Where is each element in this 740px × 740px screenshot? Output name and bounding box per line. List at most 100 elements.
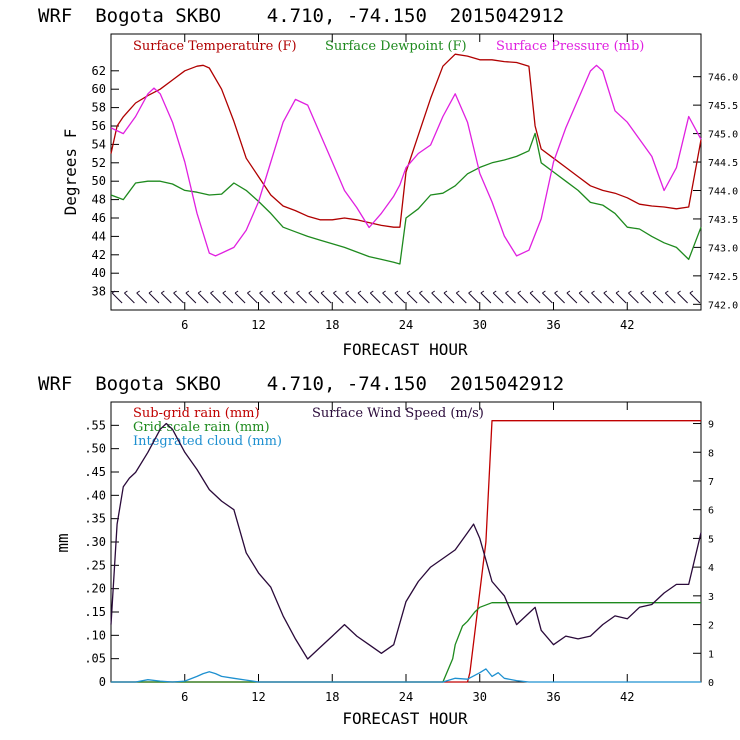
wind-barb	[173, 290, 184, 304]
wind-barb	[468, 290, 479, 304]
wind-barb	[652, 290, 664, 304]
legend-surface-dewpoint: Surface Dewpoint (F)	[325, 39, 467, 54]
precipitation-chart-title: WRF Bogota SKBO 4.710, -74.150 201504291…	[38, 373, 564, 395]
y-tick-label: .20	[84, 582, 106, 596]
y-tick-label: 46	[92, 211, 106, 225]
y-tick-label: 48	[92, 193, 106, 207]
precipitation-x-axis-label: FORECAST HOUR	[342, 709, 468, 728]
y2-tick-label: 742.0	[708, 300, 738, 311]
wind-barb	[296, 290, 307, 304]
legend-surface-temperature: Surface Temperature (F)	[133, 39, 297, 54]
grid-scale-rain-mm-line	[111, 602, 701, 683]
wind-barb	[431, 290, 443, 304]
y-tick-label: 54	[92, 137, 106, 151]
y-tick-label: .55	[84, 418, 106, 432]
wind-barb	[615, 290, 627, 304]
wind-barb	[320, 290, 332, 304]
x-tick-label: 24	[399, 318, 413, 332]
wind-barb	[406, 290, 418, 304]
legend-surface-pressure: Surface Pressure (mb)	[496, 39, 644, 54]
wind-barbs-row	[111, 290, 701, 304]
y-tick-label: 58	[92, 101, 106, 115]
y-tick-label: .05	[84, 652, 106, 666]
y-tick-label: .35	[84, 512, 106, 526]
wind-barb	[333, 290, 344, 304]
y-tick-label: 50	[92, 174, 106, 188]
wind-barb	[689, 290, 701, 304]
y2-tick-label: 3	[708, 592, 714, 603]
y2-tick-label: 744.0	[708, 186, 738, 197]
y-tick-label: .50	[84, 442, 106, 456]
wind-barb	[554, 290, 565, 304]
x-tick-label: 42	[620, 318, 634, 332]
x-tick-label: 6	[181, 690, 188, 704]
wind-barb	[529, 290, 541, 304]
y2-tick-label: 8	[708, 448, 714, 459]
y2-tick-label: 0	[708, 678, 714, 689]
temperature-x-axis-label: FORECAST HOUR	[342, 340, 468, 359]
wind-barb	[308, 290, 320, 304]
wind-barb	[443, 290, 455, 304]
legend-surface-wind-speed: Surface Wind Speed (m/s)	[312, 406, 484, 421]
x-tick-label: 36	[546, 690, 560, 704]
wind-barb	[369, 290, 381, 304]
y-tick-label: .40	[84, 488, 106, 502]
precipitation-y-axis-label: mm	[53, 533, 72, 552]
x-tick-label: 30	[473, 690, 487, 704]
y-tick-label: 42	[92, 248, 106, 262]
legend-integrated-cloud: Integrated cloud (mm)	[133, 434, 282, 449]
y2-tick-label: 745.0	[708, 130, 738, 141]
wind-barb	[185, 290, 197, 304]
y2-tick-label: 743.5	[708, 215, 738, 226]
wind-barb	[664, 290, 676, 304]
y2-tick-label: 9	[708, 420, 714, 431]
wind-barb	[628, 290, 639, 304]
surface-temperature-f-line	[110, 53, 702, 228]
x-tick-label: 24	[399, 690, 413, 704]
wind-barb	[591, 290, 602, 304]
y-tick-label: 0	[99, 675, 106, 689]
legend-subgrid-rain: Sub-grid rain (mm)	[133, 406, 260, 421]
y-tick-label: 52	[92, 156, 106, 170]
x-tick-label: 12	[251, 318, 265, 332]
surface-pressure-mb-line	[110, 64, 702, 257]
temperature-axis-ticks: 6 12 18 24 30 36 42 38 40 42 44 46 48 50 52 54 56 58 60 62 7…	[92, 34, 738, 332]
wind-barb	[357, 290, 369, 304]
y2-tick-label: 745.5	[708, 101, 738, 112]
x-tick-label: 18	[325, 318, 339, 332]
wind-barb	[160, 290, 172, 304]
sub-grid-rain-mm-line	[111, 420, 701, 683]
y-tick-label: 60	[92, 82, 106, 96]
wind-barb	[492, 290, 504, 304]
wind-barb	[603, 290, 615, 304]
x-tick-label: 18	[325, 690, 339, 704]
temperature-chart: WRF Bogota SKBO 4.710, -74.150 201504291…	[38, 5, 738, 359]
surface-wind-speed-m-s-line	[110, 422, 702, 660]
wind-barb	[566, 290, 578, 304]
wind-barb	[283, 290, 295, 304]
wind-barb	[111, 290, 123, 304]
x-tick-label: 30	[473, 318, 487, 332]
y-tick-label: .25	[84, 558, 106, 572]
y2-tick-label: 6	[708, 506, 714, 517]
wind-barb	[505, 290, 516, 304]
y2-tick-label: 1	[708, 649, 714, 660]
wind-barb	[210, 290, 221, 304]
y2-tick-label: 7	[708, 477, 714, 488]
temperature-chart-title: WRF Bogota SKBO 4.710, -74.150 201504291…	[38, 5, 564, 27]
y-tick-label: 44	[92, 229, 106, 243]
y-tick-label: 40	[92, 266, 106, 280]
y-tick-label: 62	[92, 64, 106, 78]
precipitation-chart: WRF Bogota SKBO 4.710, -74.150 201504291…	[38, 373, 714, 728]
wind-barb	[136, 290, 148, 304]
y-tick-label: .30	[84, 535, 106, 549]
surface-dewpoint-f-line	[110, 132, 702, 265]
x-tick-label: 6	[181, 318, 188, 332]
wind-barb	[345, 290, 357, 304]
y2-tick-label: 743.0	[708, 243, 738, 254]
y-tick-label: 56	[92, 119, 106, 133]
wind-barb	[271, 290, 283, 304]
x-tick-label: 42	[620, 690, 634, 704]
y2-tick-label: 5	[708, 534, 714, 545]
